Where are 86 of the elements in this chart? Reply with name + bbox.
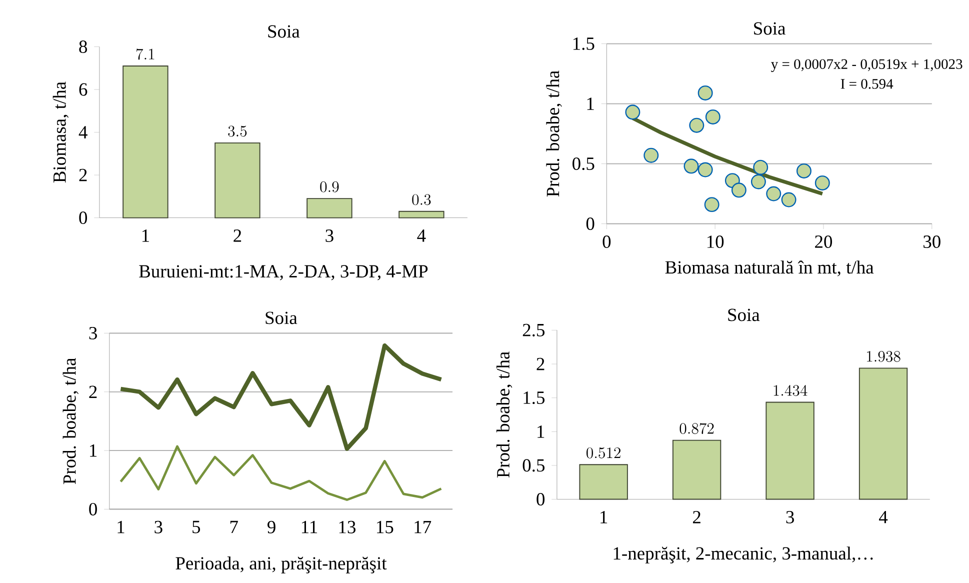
x-tick-label: 10 bbox=[707, 236, 724, 248]
data-label: 3.5 bbox=[228, 126, 247, 137]
point bbox=[753, 160, 768, 175]
y-tick-label: 1 bbox=[90, 444, 97, 457]
data-label: 0.3 bbox=[412, 194, 431, 206]
point bbox=[750, 174, 766, 190]
bar bbox=[306, 198, 352, 218]
x-tick-label: 3 bbox=[326, 230, 334, 242]
chart-title: Soia bbox=[266, 312, 298, 324]
x-axis-title: Biomasa naturală în mt, t/ha bbox=[665, 260, 874, 276]
chart-title: Soia bbox=[728, 308, 760, 322]
y-tick-label: 2 bbox=[89, 386, 97, 398]
chart-title: Soia bbox=[268, 25, 300, 38]
y-tick-label: 0 bbox=[586, 218, 594, 230]
bar bbox=[398, 211, 444, 218]
y-tick-label: 0.5 bbox=[572, 158, 594, 170]
bar bbox=[579, 464, 628, 500]
point bbox=[814, 176, 830, 191]
point bbox=[684, 158, 699, 174]
x-tick-label: 0 bbox=[602, 236, 611, 248]
y-tick-label: 2 bbox=[536, 358, 544, 370]
y-axis-title: Prod. boabe, t/ha bbox=[62, 358, 78, 484]
x-tick-label: 13 bbox=[339, 521, 356, 534]
y-tick-label: 6 bbox=[79, 83, 88, 96]
bar bbox=[122, 66, 168, 218]
point bbox=[644, 148, 659, 163]
y-tick-label: 3 bbox=[89, 327, 97, 340]
x-tick-label: 2 bbox=[692, 511, 700, 524]
y-tick-label: 1 bbox=[587, 98, 594, 110]
x-tick-label: 30 bbox=[924, 236, 940, 248]
data-label: 0.872 bbox=[680, 423, 714, 434]
bar bbox=[766, 402, 814, 500]
y-tick-label: 8 bbox=[79, 40, 88, 54]
point bbox=[705, 110, 720, 125]
y-tick-label: 0.5 bbox=[522, 459, 545, 472]
y-tick-label: 2 bbox=[79, 169, 87, 182]
data-label: 1 .434 bbox=[774, 385, 808, 396]
y-tick-label: 0 bbox=[79, 212, 88, 224]
y-tick-label: 2.5 bbox=[522, 324, 545, 337]
point bbox=[796, 164, 812, 179]
x-axis-title: Buruieni-mt:1-MA, 2-DA, 3-DP, 4-MP bbox=[139, 265, 428, 280]
bar bbox=[672, 440, 722, 500]
x-tick-label: 4 bbox=[879, 511, 888, 524]
x-tick-label: 7 bbox=[230, 521, 238, 534]
x-tick-label: 3 bbox=[786, 511, 794, 524]
x-tick-label: 20 bbox=[815, 236, 832, 248]
y-tick-label: 1.5 bbox=[524, 392, 545, 404]
x-tick-label: 9 bbox=[268, 521, 276, 534]
point bbox=[704, 197, 720, 212]
data-label: 1 .938 bbox=[867, 351, 900, 362]
x-tick-label: 1 bbox=[118, 521, 124, 534]
x-tick-label: 1 bbox=[142, 230, 149, 242]
y-tick-label: 1 bbox=[538, 426, 544, 438]
bar bbox=[214, 142, 260, 218]
x-tick-label: 5 bbox=[192, 521, 200, 534]
bar bbox=[858, 368, 908, 500]
chart-title: Soia bbox=[754, 22, 786, 35]
line-series bbox=[118, 343, 444, 451]
x-axis-title: Perioada, ani, prăşit-neprăşit bbox=[176, 556, 387, 574]
point bbox=[698, 86, 713, 101]
point bbox=[766, 186, 782, 202]
x-tick-label: 1 bbox=[600, 511, 608, 524]
annotation: y = 0,0007x2 - 0,0519x + 1,0023 bbox=[771, 59, 962, 72]
y-axis-title: Prod. boabe, t/ha bbox=[546, 70, 562, 197]
y-axis-title: Prod. boabe, t/ha bbox=[496, 352, 512, 478]
point bbox=[731, 182, 746, 198]
point bbox=[781, 192, 796, 208]
x-tick-label: 17 bbox=[414, 521, 432, 534]
x-tick-label: 4 bbox=[417, 230, 426, 242]
data-label: 7. 1 bbox=[136, 48, 154, 60]
y-axis-title: Biomasa, t/ha bbox=[52, 82, 69, 183]
data-label: 0.9 bbox=[320, 181, 339, 192]
line-series bbox=[120, 445, 442, 502]
x-tick-label: 11 bbox=[302, 521, 318, 534]
x-tick-label: 15 bbox=[377, 521, 394, 534]
y-tick-label: 1.5 bbox=[573, 38, 594, 50]
annotation: I = 0.594 bbox=[840, 79, 894, 89]
y-tick-label: 4 bbox=[78, 126, 88, 138]
point bbox=[689, 118, 704, 133]
x-tick-label: 2 bbox=[234, 230, 242, 242]
x-axis-title: 1-neprăşit, 2-mecanic, 3-manual,… bbox=[614, 546, 873, 564]
x-tick-label: 3 bbox=[154, 521, 162, 534]
point bbox=[625, 104, 640, 120]
y-tick-label: 0 bbox=[536, 493, 545, 506]
data-label: 0.512 bbox=[586, 448, 620, 458]
point bbox=[698, 162, 713, 178]
